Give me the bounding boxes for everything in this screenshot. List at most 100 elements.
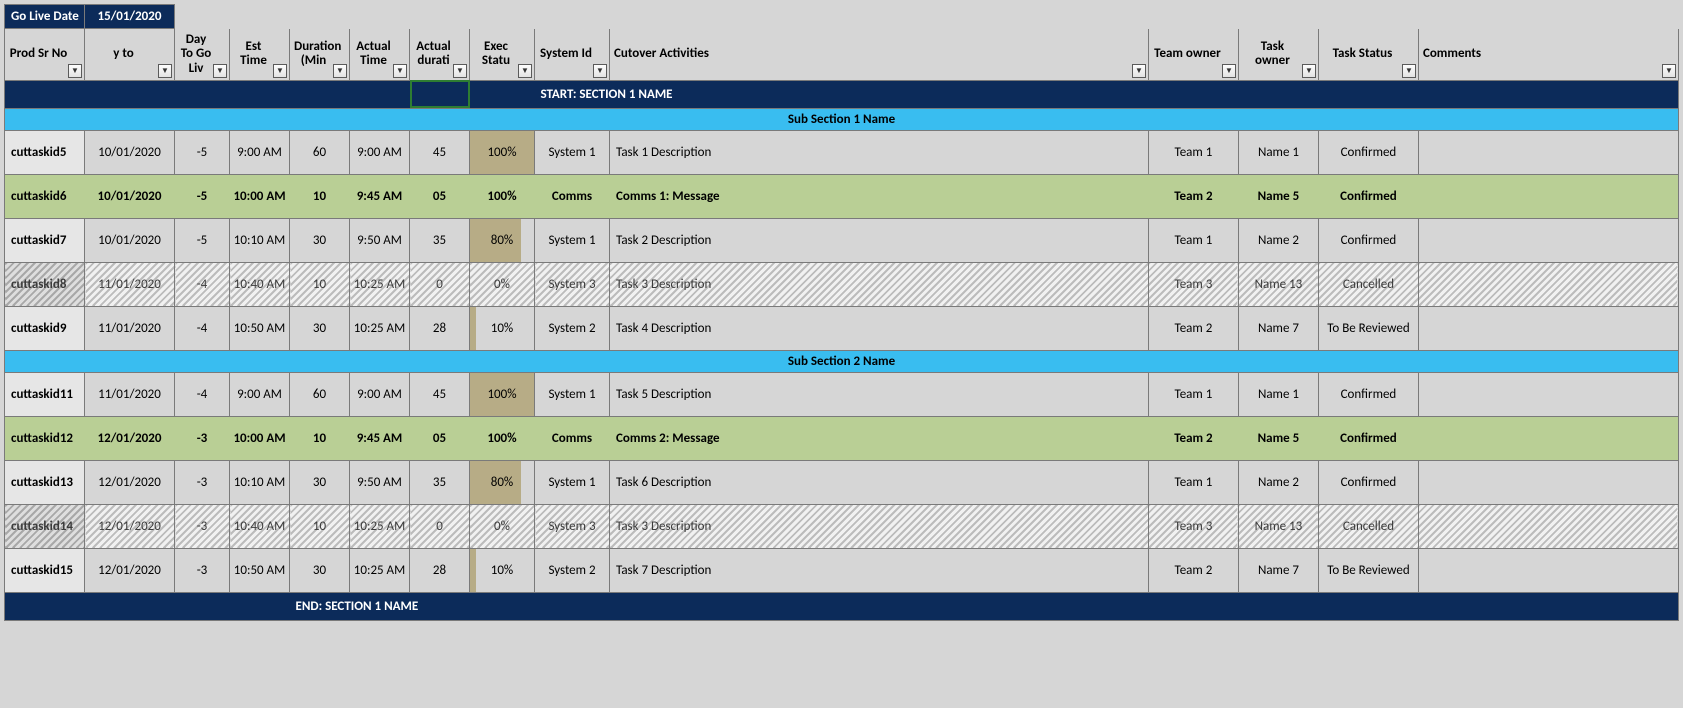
table-row[interactable]: cuttaskid1111/01/2020-49:00 AM609:00 AM4… [5, 372, 1679, 416]
task-date[interactable]: 11/01/2020 [85, 372, 175, 416]
task-status[interactable]: To Be Reviewed [1318, 548, 1418, 592]
est-time[interactable]: 10:50 AM [230, 306, 290, 350]
exec-status[interactable]: 80% [470, 218, 535, 262]
filter-icon[interactable] [273, 64, 287, 78]
actual-duration[interactable]: 28 [410, 306, 470, 350]
task-date[interactable]: 11/01/2020 [85, 262, 175, 306]
task-owner[interactable]: Name 13 [1238, 504, 1318, 548]
comments[interactable] [1418, 548, 1678, 592]
days-to-golive[interactable]: -4 [175, 262, 230, 306]
actual-time[interactable]: 9:50 AM [350, 218, 410, 262]
comments[interactable] [1418, 504, 1678, 548]
actual-time[interactable]: 10:25 AM [350, 548, 410, 592]
task-status[interactable]: Confirmed [1318, 460, 1418, 504]
selected-cell[interactable] [410, 80, 470, 108]
activity[interactable]: Task 3 Description [610, 262, 1149, 306]
hdr-comm[interactable]: Comments [1418, 29, 1678, 81]
hdr-sys[interactable]: System Id [535, 29, 610, 81]
team-owner[interactable]: Team 1 [1148, 130, 1238, 174]
duration[interactable]: 30 [290, 548, 350, 592]
task-date[interactable]: 10/01/2020 [85, 174, 175, 218]
exec-status[interactable]: 100% [470, 416, 535, 460]
team-owner[interactable]: Team 2 [1148, 416, 1238, 460]
task-owner[interactable]: Name 7 [1238, 548, 1318, 592]
system-id[interactable]: Comms [535, 416, 610, 460]
hdr-actdur[interactable]: Actual durati [410, 29, 470, 81]
hdr-acttime[interactable]: Actual Time [350, 29, 410, 81]
comments[interactable] [1418, 372, 1678, 416]
hdr-id[interactable]: Prod Sr No [5, 29, 85, 81]
days-to-golive[interactable]: -4 [175, 306, 230, 350]
activity[interactable]: Comms 1: Message [610, 174, 1149, 218]
task-status[interactable]: To Be Reviewed [1318, 306, 1418, 350]
days-to-golive[interactable]: -3 [175, 460, 230, 504]
team-owner[interactable]: Team 1 [1148, 460, 1238, 504]
system-id[interactable]: System 2 [535, 548, 610, 592]
comments[interactable] [1418, 130, 1678, 174]
task-owner[interactable]: Name 13 [1238, 262, 1318, 306]
task-id[interactable]: cuttaskid9 [5, 306, 85, 350]
comments[interactable] [1418, 218, 1678, 262]
system-id[interactable]: System 3 [535, 504, 610, 548]
filter-icon[interactable] [1132, 64, 1146, 78]
est-time[interactable]: 10:00 AM [230, 174, 290, 218]
days-to-golive[interactable]: -4 [175, 372, 230, 416]
task-owner[interactable]: Name 7 [1238, 306, 1318, 350]
comments[interactable] [1418, 306, 1678, 350]
task-id[interactable]: cuttaskid15 [5, 548, 85, 592]
table-row[interactable]: cuttaskid1212/01/2020-310:00 AM109:45 AM… [5, 416, 1679, 460]
system-id[interactable]: System 1 [535, 218, 610, 262]
actual-time[interactable]: 9:45 AM [350, 174, 410, 218]
filter-icon[interactable] [1302, 64, 1316, 78]
duration[interactable]: 30 [290, 218, 350, 262]
exec-status[interactable]: 100% [470, 372, 535, 416]
hdr-dur[interactable]: Duration (Min [290, 29, 350, 81]
exec-status[interactable]: 0% [470, 262, 535, 306]
task-id[interactable]: cuttaskid11 [5, 372, 85, 416]
hdr-act[interactable]: Cutover Activities [610, 29, 1149, 81]
task-date[interactable]: 12/01/2020 [85, 460, 175, 504]
filter-icon[interactable] [1662, 64, 1676, 78]
est-time[interactable]: 9:00 AM [230, 130, 290, 174]
team-owner[interactable]: Team 2 [1148, 174, 1238, 218]
est-time[interactable]: 10:00 AM [230, 416, 290, 460]
actual-time[interactable]: 9:45 AM [350, 416, 410, 460]
task-owner[interactable]: Name 2 [1238, 460, 1318, 504]
activity[interactable]: Task 3 Description [610, 504, 1149, 548]
comments[interactable] [1418, 460, 1678, 504]
filter-icon[interactable] [518, 64, 532, 78]
duration[interactable]: 10 [290, 416, 350, 460]
hdr-team[interactable]: Team owner [1148, 29, 1238, 81]
days-to-golive[interactable]: -3 [175, 504, 230, 548]
actual-duration[interactable]: 28 [410, 548, 470, 592]
task-id[interactable]: cuttaskid5 [5, 130, 85, 174]
table-row[interactable]: cuttaskid1412/01/2020-310:40 AM1010:25 A… [5, 504, 1679, 548]
comments[interactable] [1418, 262, 1678, 306]
task-status[interactable]: Confirmed [1318, 372, 1418, 416]
task-owner[interactable]: Name 5 [1238, 174, 1318, 218]
task-date[interactable]: 10/01/2020 [85, 130, 175, 174]
duration[interactable]: 10 [290, 504, 350, 548]
est-time[interactable]: 10:40 AM [230, 262, 290, 306]
table-row[interactable]: cuttaskid510/01/2020-59:00 AM609:00 AM45… [5, 130, 1679, 174]
system-id[interactable]: System 3 [535, 262, 610, 306]
comments[interactable] [1418, 416, 1678, 460]
task-id[interactable]: cuttaskid6 [5, 174, 85, 218]
task-date[interactable]: 12/01/2020 [85, 504, 175, 548]
actual-duration[interactable]: 0 [410, 504, 470, 548]
table-row[interactable]: cuttaskid610/01/2020-510:00 AM109:45 AM0… [5, 174, 1679, 218]
table-row[interactable]: cuttaskid1312/01/2020-310:10 AM309:50 AM… [5, 460, 1679, 504]
task-status[interactable]: Cancelled [1318, 262, 1418, 306]
duration[interactable]: 10 [290, 262, 350, 306]
exec-status[interactable]: 10% [470, 548, 535, 592]
actual-duration[interactable]: 0 [410, 262, 470, 306]
exec-status[interactable]: 100% [470, 130, 535, 174]
task-status[interactable]: Confirmed [1318, 174, 1418, 218]
task-id[interactable]: cuttaskid14 [5, 504, 85, 548]
exec-status[interactable]: 100% [470, 174, 535, 218]
hdr-status[interactable]: Task Status [1318, 29, 1418, 81]
table-row[interactable]: cuttaskid911/01/2020-410:50 AM3010:25 AM… [5, 306, 1679, 350]
actual-time[interactable]: 9:00 AM [350, 130, 410, 174]
days-to-golive[interactable]: -5 [175, 218, 230, 262]
task-status[interactable]: Confirmed [1318, 130, 1418, 174]
